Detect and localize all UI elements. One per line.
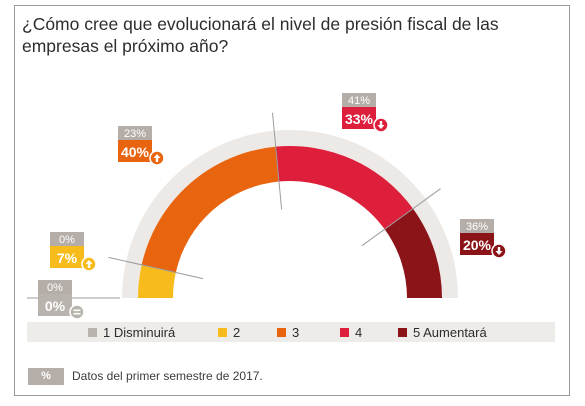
previous-value-box — [50, 232, 84, 246]
legend-swatch — [340, 328, 349, 337]
arrow-down-icon — [491, 243, 507, 259]
data-label-2: 0%7% — [50, 232, 97, 272]
legend-item-2: 2 — [218, 325, 240, 340]
current-value-text: 40% — [121, 144, 150, 160]
data-label-3: 23%40% — [118, 126, 165, 166]
current-value-box — [38, 294, 72, 316]
legend-label: 1 Disminuirá — [103, 325, 176, 340]
legend-item-5: 5 Aumentará — [398, 325, 487, 340]
legend-item-3: 3 — [277, 325, 299, 340]
previous-value-box — [38, 280, 72, 294]
arrow-down-icon — [373, 117, 389, 133]
data-label-1: 0%0% — [38, 280, 85, 320]
legend-swatch — [218, 328, 227, 337]
previous-value-text: 41% — [348, 95, 370, 107]
current-value-text: 0% — [45, 298, 66, 314]
current-value-box — [50, 246, 84, 268]
legend-swatch — [398, 328, 407, 337]
previous-value-text: 0% — [47, 282, 63, 294]
legend-item-1: 1 Disminuirá — [88, 325, 176, 340]
legend-swatch — [88, 328, 97, 337]
label-layer: 0%0%0%7%23%40%41%33%36%20% — [38, 93, 507, 320]
legend-label: 4 — [355, 325, 362, 340]
arc-segment-3 — [141, 146, 279, 273]
previous-value-box — [460, 219, 494, 233]
equal-icon — [69, 304, 85, 320]
segment-divider-2 — [108, 256, 204, 280]
arc-segment-2 — [138, 264, 176, 298]
legend-label: 5 Aumentará — [413, 325, 487, 340]
segment-divider-4 — [361, 188, 441, 247]
arrow-up-icon — [81, 256, 97, 272]
legend-background — [27, 322, 555, 342]
data-label-4: 41%33% — [342, 93, 389, 133]
arc-segment-4 — [275, 146, 413, 230]
current-value-box — [460, 233, 494, 255]
chart-title: ¿Cómo cree que evolucionará el nivel de … — [22, 14, 499, 56]
current-value-text: 7% — [57, 250, 78, 266]
previous-value-text: 23% — [124, 128, 146, 140]
previous-value-text: 36% — [466, 221, 488, 233]
footnote-swatch: % — [28, 368, 64, 385]
legend: 1 Disminuirá 2 3 4 5 Aumentará — [27, 322, 555, 342]
footnote-text: Datos del primer semestre de 2017. — [72, 369, 263, 383]
data-label-5: 36%20% — [460, 219, 507, 259]
current-value-box — [118, 140, 152, 162]
legend-label: 3 — [292, 325, 299, 340]
legend-swatch — [277, 328, 286, 337]
arc-segment-5 — [384, 208, 442, 298]
current-value-text: 20% — [463, 237, 492, 253]
current-value-box — [342, 107, 376, 129]
legend-item-4: 4 — [340, 325, 362, 340]
segment-divider-3 — [271, 112, 283, 210]
arrow-up-icon — [149, 150, 165, 166]
previous-value-box — [118, 126, 152, 140]
arc-layer — [138, 146, 442, 298]
legend-label: 2 — [233, 325, 240, 340]
previous-value-text: 0% — [59, 234, 75, 246]
current-value-text: 33% — [345, 111, 374, 127]
previous-value-box — [342, 93, 376, 107]
